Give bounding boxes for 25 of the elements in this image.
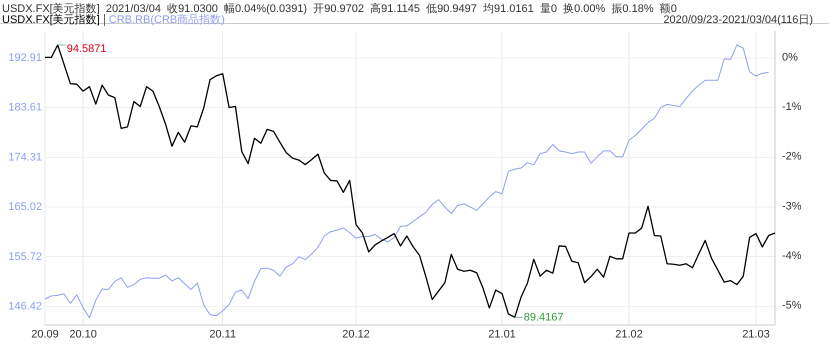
x-tick-label: 21.01 [488, 328, 516, 340]
chart-title: USDX.FX[美元指数] 2021/03/04 收91.0300 幅0.04%(0.0391) 开90.9702 高91.1145 低90.9497 均91.0161 量0 换0.00% 振0.18% 额0 [2, 2, 677, 15]
y-tick-label: 165.02 [8, 201, 42, 214]
y2-tick-label: -2% [782, 150, 802, 163]
chart-subtitle: 2020/09/23-2021/03/04(116日) [663, 14, 813, 27]
x-tick-label: 20.11 [209, 328, 236, 340]
y2-tick-label: -5% [782, 299, 802, 312]
text: USDX.FX[美元指数] [2, 14, 100, 26]
y-tick-label: 183.61 [8, 102, 42, 114]
x-tick-label: 20.12 [342, 328, 370, 340]
x-tick-label: 21.03 [742, 328, 770, 340]
y-tick-label: 146.42 [8, 300, 42, 313]
y2-tick-label: 0% [782, 51, 798, 64]
y-tick-label: 174.31 [8, 151, 42, 164]
x-tick-label: 21.02 [615, 328, 643, 340]
y2-tick-label: -3% [782, 200, 802, 212]
text: CRB.RB(CRB商品指数) [104, 14, 225, 26]
x-tick-label: 20.10 [69, 328, 97, 340]
x-tick-label: 20.09 [31, 328, 59, 340]
annotation: 94.5871 [66, 43, 106, 56]
y2-tick-label: -4% [782, 250, 802, 262]
y2-tick-label: -1% [782, 101, 802, 114]
y-tick-label: 155.72 [8, 250, 42, 263]
annotation: 89.4167 [524, 311, 564, 324]
y-tick-label: 192.91 [8, 52, 42, 64]
